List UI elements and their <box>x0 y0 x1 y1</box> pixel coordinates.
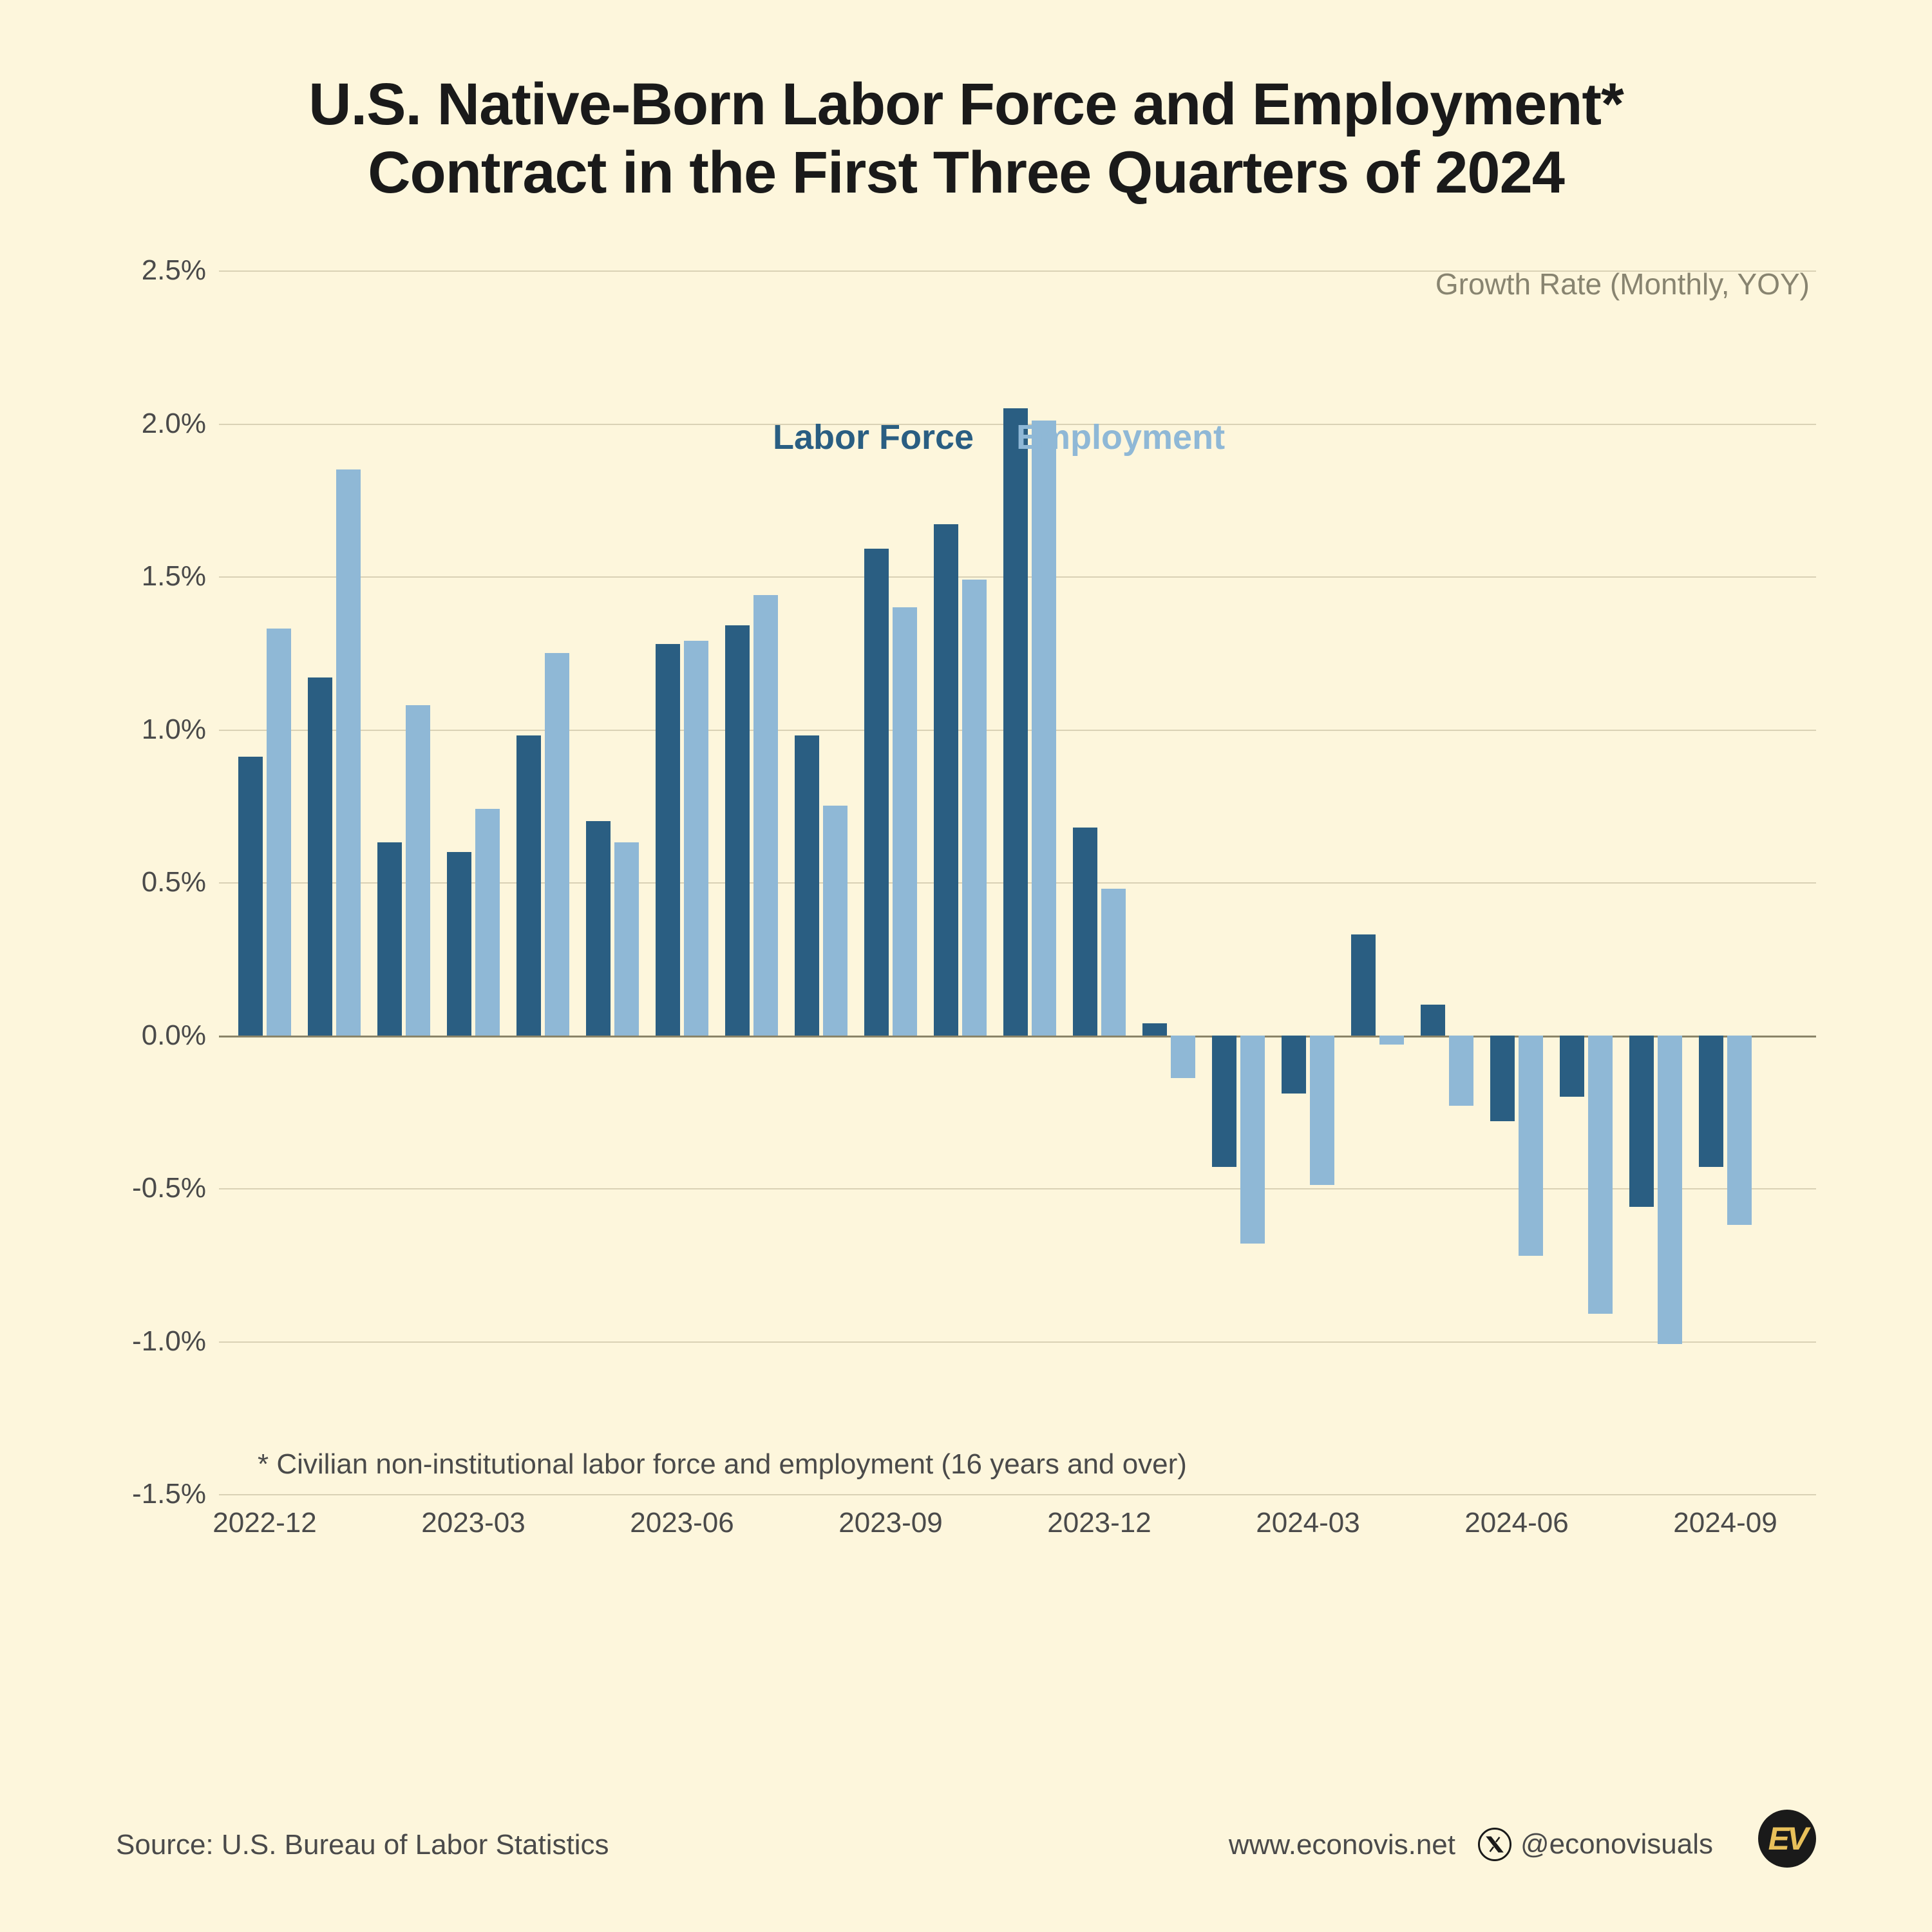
y-axis-label: 0.0% <box>77 1019 206 1052</box>
bar <box>823 806 848 1035</box>
x-axis-label: 2023-12 <box>1047 1507 1151 1539</box>
footer: Source: U.S. Bureau of Labor Statistics … <box>116 1810 1816 1861</box>
social-handle: @econovisuals <box>1478 1828 1713 1861</box>
bar <box>795 735 819 1036</box>
bar <box>516 735 541 1036</box>
plot-area: Growth Rate (Monthly, YOY) -1.5%-1.0%-0.… <box>219 270 1816 1494</box>
x-axis-label: 2024-03 <box>1256 1507 1359 1539</box>
bar <box>614 842 639 1035</box>
x-axis-label: 2024-06 <box>1464 1507 1568 1539</box>
y-axis-label: 1.0% <box>77 714 206 746</box>
title-line-2: Contract in the First Three Quarters of … <box>368 140 1564 205</box>
bar <box>1310 1036 1334 1186</box>
chart-subtitle: Growth Rate (Monthly, YOY) <box>1435 267 1810 301</box>
y-axis-label: 2.5% <box>77 254 206 287</box>
bar <box>1699 1036 1723 1167</box>
brand-logo: EV <box>1758 1810 1816 1868</box>
bar <box>1421 1005 1445 1036</box>
bar <box>1351 934 1376 1036</box>
bar <box>962 580 987 1036</box>
bar <box>725 625 750 1036</box>
bar <box>864 549 889 1035</box>
bar <box>934 524 958 1035</box>
bar <box>1519 1036 1543 1256</box>
bar <box>545 653 569 1036</box>
bar <box>1727 1036 1752 1226</box>
x-axis-label: 2023-09 <box>838 1507 942 1539</box>
x-axis-label: 2022-12 <box>213 1507 316 1539</box>
bar <box>656 644 680 1036</box>
y-axis-label: 0.5% <box>77 866 206 898</box>
handle-text: @econovisuals <box>1520 1828 1713 1861</box>
bar <box>1449 1036 1473 1106</box>
bar <box>1003 408 1028 1036</box>
x-glyph <box>1485 1835 1504 1854</box>
bar <box>1240 1036 1265 1244</box>
chart-container: Growth Rate (Monthly, YOY) -1.5%-1.0%-0.… <box>116 270 1816 1558</box>
bar <box>893 607 917 1036</box>
series-label: Labor Force <box>773 417 974 457</box>
site-url: www.econovis.net <box>1229 1829 1455 1861</box>
bar <box>1658 1036 1682 1345</box>
bar <box>336 469 361 1036</box>
x-icon <box>1478 1828 1511 1861</box>
bar <box>475 809 500 1036</box>
bar <box>1073 828 1097 1036</box>
bar <box>1212 1036 1236 1167</box>
gridline <box>219 1341 1816 1343</box>
y-axis-label: 1.5% <box>77 560 206 592</box>
x-axis-label: 2023-03 <box>421 1507 525 1539</box>
y-axis-label: 2.0% <box>77 408 206 440</box>
bar <box>238 757 263 1035</box>
title-line-1: U.S. Native-Born Labor Force and Employm… <box>308 71 1624 137</box>
bar <box>308 677 332 1036</box>
gridline <box>219 1494 1816 1495</box>
bar <box>1629 1036 1654 1207</box>
x-axis-label: 2024-09 <box>1673 1507 1777 1539</box>
bar <box>447 852 471 1036</box>
bar <box>1032 421 1056 1036</box>
series-label: Employment <box>1016 417 1225 457</box>
footnote: * Civilian non-institutional labor force… <box>258 1448 1187 1481</box>
bar <box>1101 889 1126 1036</box>
bar <box>684 641 708 1036</box>
bar <box>1142 1023 1167 1036</box>
bar <box>1379 1036 1404 1045</box>
gridline <box>219 1188 1816 1189</box>
bar <box>1282 1036 1306 1094</box>
bar <box>586 821 611 1036</box>
y-axis-label: -1.5% <box>77 1478 206 1510</box>
source-label: Source: U.S. Bureau of Labor Statistics <box>116 1829 609 1861</box>
bar <box>1171 1036 1195 1079</box>
chart-title: U.S. Native-Born Labor Force and Employm… <box>129 71 1803 207</box>
y-axis-label: -1.0% <box>77 1325 206 1358</box>
logo-text: EV <box>1768 1820 1806 1857</box>
bar <box>1560 1036 1584 1097</box>
bar <box>377 842 402 1035</box>
bar <box>406 705 430 1036</box>
x-axis-label: 2023-06 <box>630 1507 734 1539</box>
bar <box>267 629 291 1036</box>
bar <box>1588 1036 1613 1314</box>
y-axis-label: -0.5% <box>77 1172 206 1204</box>
bar <box>753 595 778 1036</box>
bar <box>1490 1036 1515 1121</box>
gridline <box>219 270 1816 272</box>
